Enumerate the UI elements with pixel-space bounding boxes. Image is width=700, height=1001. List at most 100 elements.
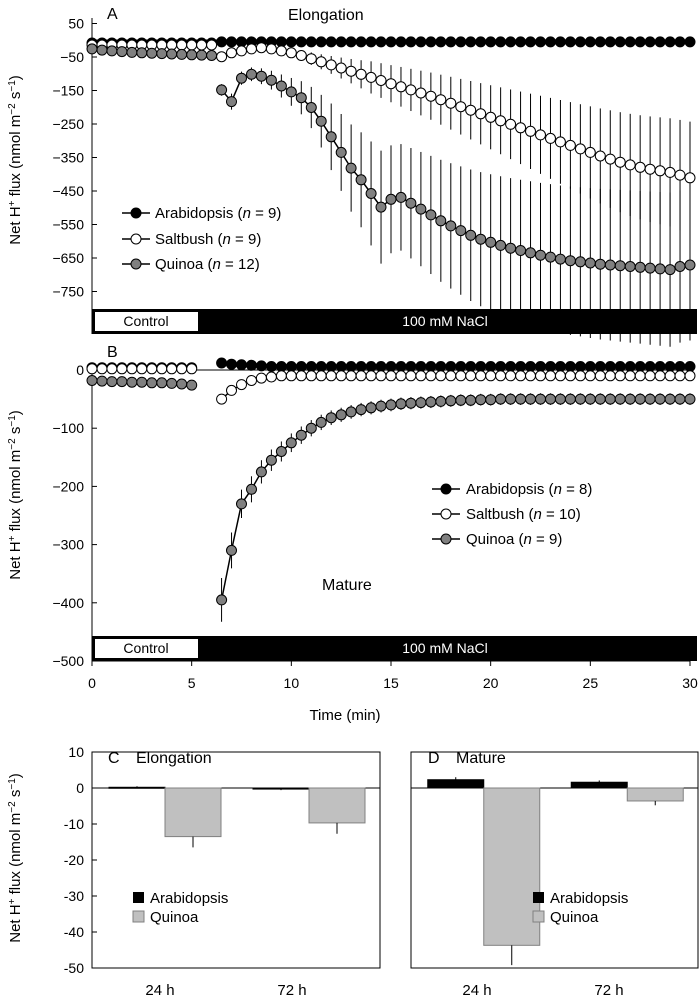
quinoa-point bbox=[495, 239, 507, 251]
quinoa-point bbox=[86, 375, 98, 386]
arabidopsis-point bbox=[305, 36, 317, 48]
a-y-tick-label: −50 bbox=[60, 49, 84, 65]
panel-c-y-ticks: 10 0 -10 -20 -30 -40 -50 bbox=[64, 744, 97, 976]
saltbush-point bbox=[485, 370, 497, 382]
arabidopsis-bar bbox=[108, 786, 166, 789]
arabidopsis-point bbox=[515, 36, 527, 48]
quinoa-point bbox=[674, 261, 686, 272]
quinoa-point bbox=[385, 193, 397, 205]
saltbush-point bbox=[176, 363, 188, 375]
arabidopsis-point bbox=[415, 361, 427, 372]
saltbush-point bbox=[295, 370, 307, 382]
panel-b-control-label: Control bbox=[123, 640, 168, 656]
quinoa-point bbox=[315, 416, 327, 428]
quinoa-point bbox=[445, 220, 457, 232]
quinoa-point bbox=[515, 245, 527, 256]
quinoa-point bbox=[515, 393, 527, 405]
panel-a-y-ticks: 50 −50 −150 −250 −350 −450 −550 −650 −750 bbox=[52, 16, 97, 300]
panel-d: D Mature 24 h 72 h Arabidopsis Quinoa bbox=[410, 750, 699, 999]
panel-a-legend: Arabidopsis (n = 9) Saltbush (n = 9) Qui… bbox=[122, 205, 281, 273]
arabidopsis-point bbox=[445, 36, 457, 48]
panel-a-salt-label: 100 mM NaCl bbox=[402, 313, 488, 329]
arabidopsis-point bbox=[674, 361, 686, 372]
panel-b: B Mature 0 −100 −200 −300 −400 −500 0 5 10 15 20 2… bbox=[7, 344, 698, 724]
saltbush-point bbox=[604, 370, 616, 382]
saltbush-point bbox=[255, 42, 267, 54]
arabidopsis-point bbox=[684, 361, 696, 372]
saltbush-point bbox=[186, 363, 198, 375]
saltbush-point bbox=[365, 370, 377, 382]
quinoa-point bbox=[265, 74, 277, 86]
arabidopsis-point bbox=[335, 361, 347, 372]
quinoa-point bbox=[684, 393, 696, 405]
panel-d-cat-1: 72 h bbox=[594, 982, 623, 999]
panel-b-title: Mature bbox=[322, 577, 372, 594]
c-y-tick-label: -30 bbox=[64, 888, 84, 904]
quinoa-point bbox=[216, 84, 228, 96]
quinoa-point bbox=[674, 393, 686, 405]
quinoa-point bbox=[654, 263, 666, 275]
quinoa-point bbox=[156, 48, 168, 60]
saltbush-point bbox=[535, 129, 546, 141]
quinoa-point bbox=[584, 257, 596, 269]
quinoa-point bbox=[604, 393, 616, 405]
quinoa-point bbox=[574, 393, 586, 405]
panel-c: C Elongation 10 0 -10 -20 -30 -40 -50 Net H+ f… bbox=[7, 744, 381, 999]
quinoa-point bbox=[325, 131, 337, 143]
quinoa-point bbox=[345, 406, 357, 418]
arabidopsis-point bbox=[654, 36, 666, 48]
svg-text:Arabidopsis (n = 8): Arabidopsis (n = 8) bbox=[466, 481, 592, 498]
legend-d-arabidopsis-swatch bbox=[533, 892, 544, 903]
b-y-tick-label: −500 bbox=[52, 653, 84, 669]
saltbush-point bbox=[455, 370, 467, 382]
saltbush-point bbox=[96, 363, 108, 375]
arabidopsis-point bbox=[564, 361, 576, 372]
panel-b-letter: B bbox=[107, 344, 118, 361]
quinoa-point bbox=[654, 393, 666, 405]
arabidopsis-point bbox=[485, 36, 497, 48]
quinoa-point bbox=[166, 48, 178, 60]
a-y-tick-label: −150 bbox=[52, 83, 84, 99]
saltbush-point bbox=[545, 370, 556, 382]
quinoa-bar bbox=[626, 787, 684, 802]
quinoa-point bbox=[236, 72, 247, 84]
quinoa-point bbox=[176, 378, 188, 390]
saltbush-point bbox=[644, 163, 656, 175]
quinoa-point bbox=[355, 404, 367, 416]
arabidopsis-point bbox=[674, 36, 686, 48]
quinoa-point bbox=[325, 412, 337, 424]
saltbush-point bbox=[525, 125, 536, 137]
saltbush-point bbox=[614, 370, 626, 382]
saltbush-point bbox=[564, 370, 576, 382]
quinoa-point bbox=[554, 253, 566, 265]
b-y-tick-label: −300 bbox=[52, 537, 84, 553]
quinoa-point bbox=[196, 49, 208, 61]
quinoa-point bbox=[246, 483, 257, 495]
arabidopsis-point bbox=[505, 361, 517, 372]
quinoa-point bbox=[375, 201, 387, 213]
saltbush-point bbox=[465, 104, 477, 116]
arabidopsis-point bbox=[345, 361, 357, 372]
arabidopsis-point bbox=[455, 36, 467, 48]
quinoa-point bbox=[136, 47, 148, 59]
saltbush-point bbox=[275, 370, 287, 382]
quinoa-point bbox=[545, 251, 556, 263]
saltbush-point bbox=[634, 161, 646, 173]
legend-d-quinoa-swatch bbox=[532, 910, 545, 923]
saltbush-point bbox=[614, 156, 626, 168]
arabidopsis-point bbox=[295, 36, 307, 48]
c-y-tick-label: -50 bbox=[64, 960, 84, 976]
saltbush-point bbox=[684, 172, 696, 184]
panel-b-salt-label: 100 mM NaCl bbox=[402, 640, 488, 656]
legend-a-arabidopsis: Arabidopsis (n = 9) bbox=[122, 205, 281, 222]
arabidopsis-point bbox=[584, 36, 596, 48]
arabidopsis-point bbox=[325, 36, 337, 48]
quinoa-point bbox=[86, 43, 98, 55]
panel-c-title: Elongation bbox=[136, 750, 212, 767]
arabidopsis-point bbox=[395, 361, 407, 372]
arabidopsis-point bbox=[395, 36, 407, 48]
quinoa-point bbox=[226, 544, 237, 556]
arabidopsis-point bbox=[435, 36, 447, 48]
saltbush-point bbox=[295, 50, 307, 61]
legend-a-quinoa: Quinoa (n = 12) bbox=[122, 256, 260, 273]
